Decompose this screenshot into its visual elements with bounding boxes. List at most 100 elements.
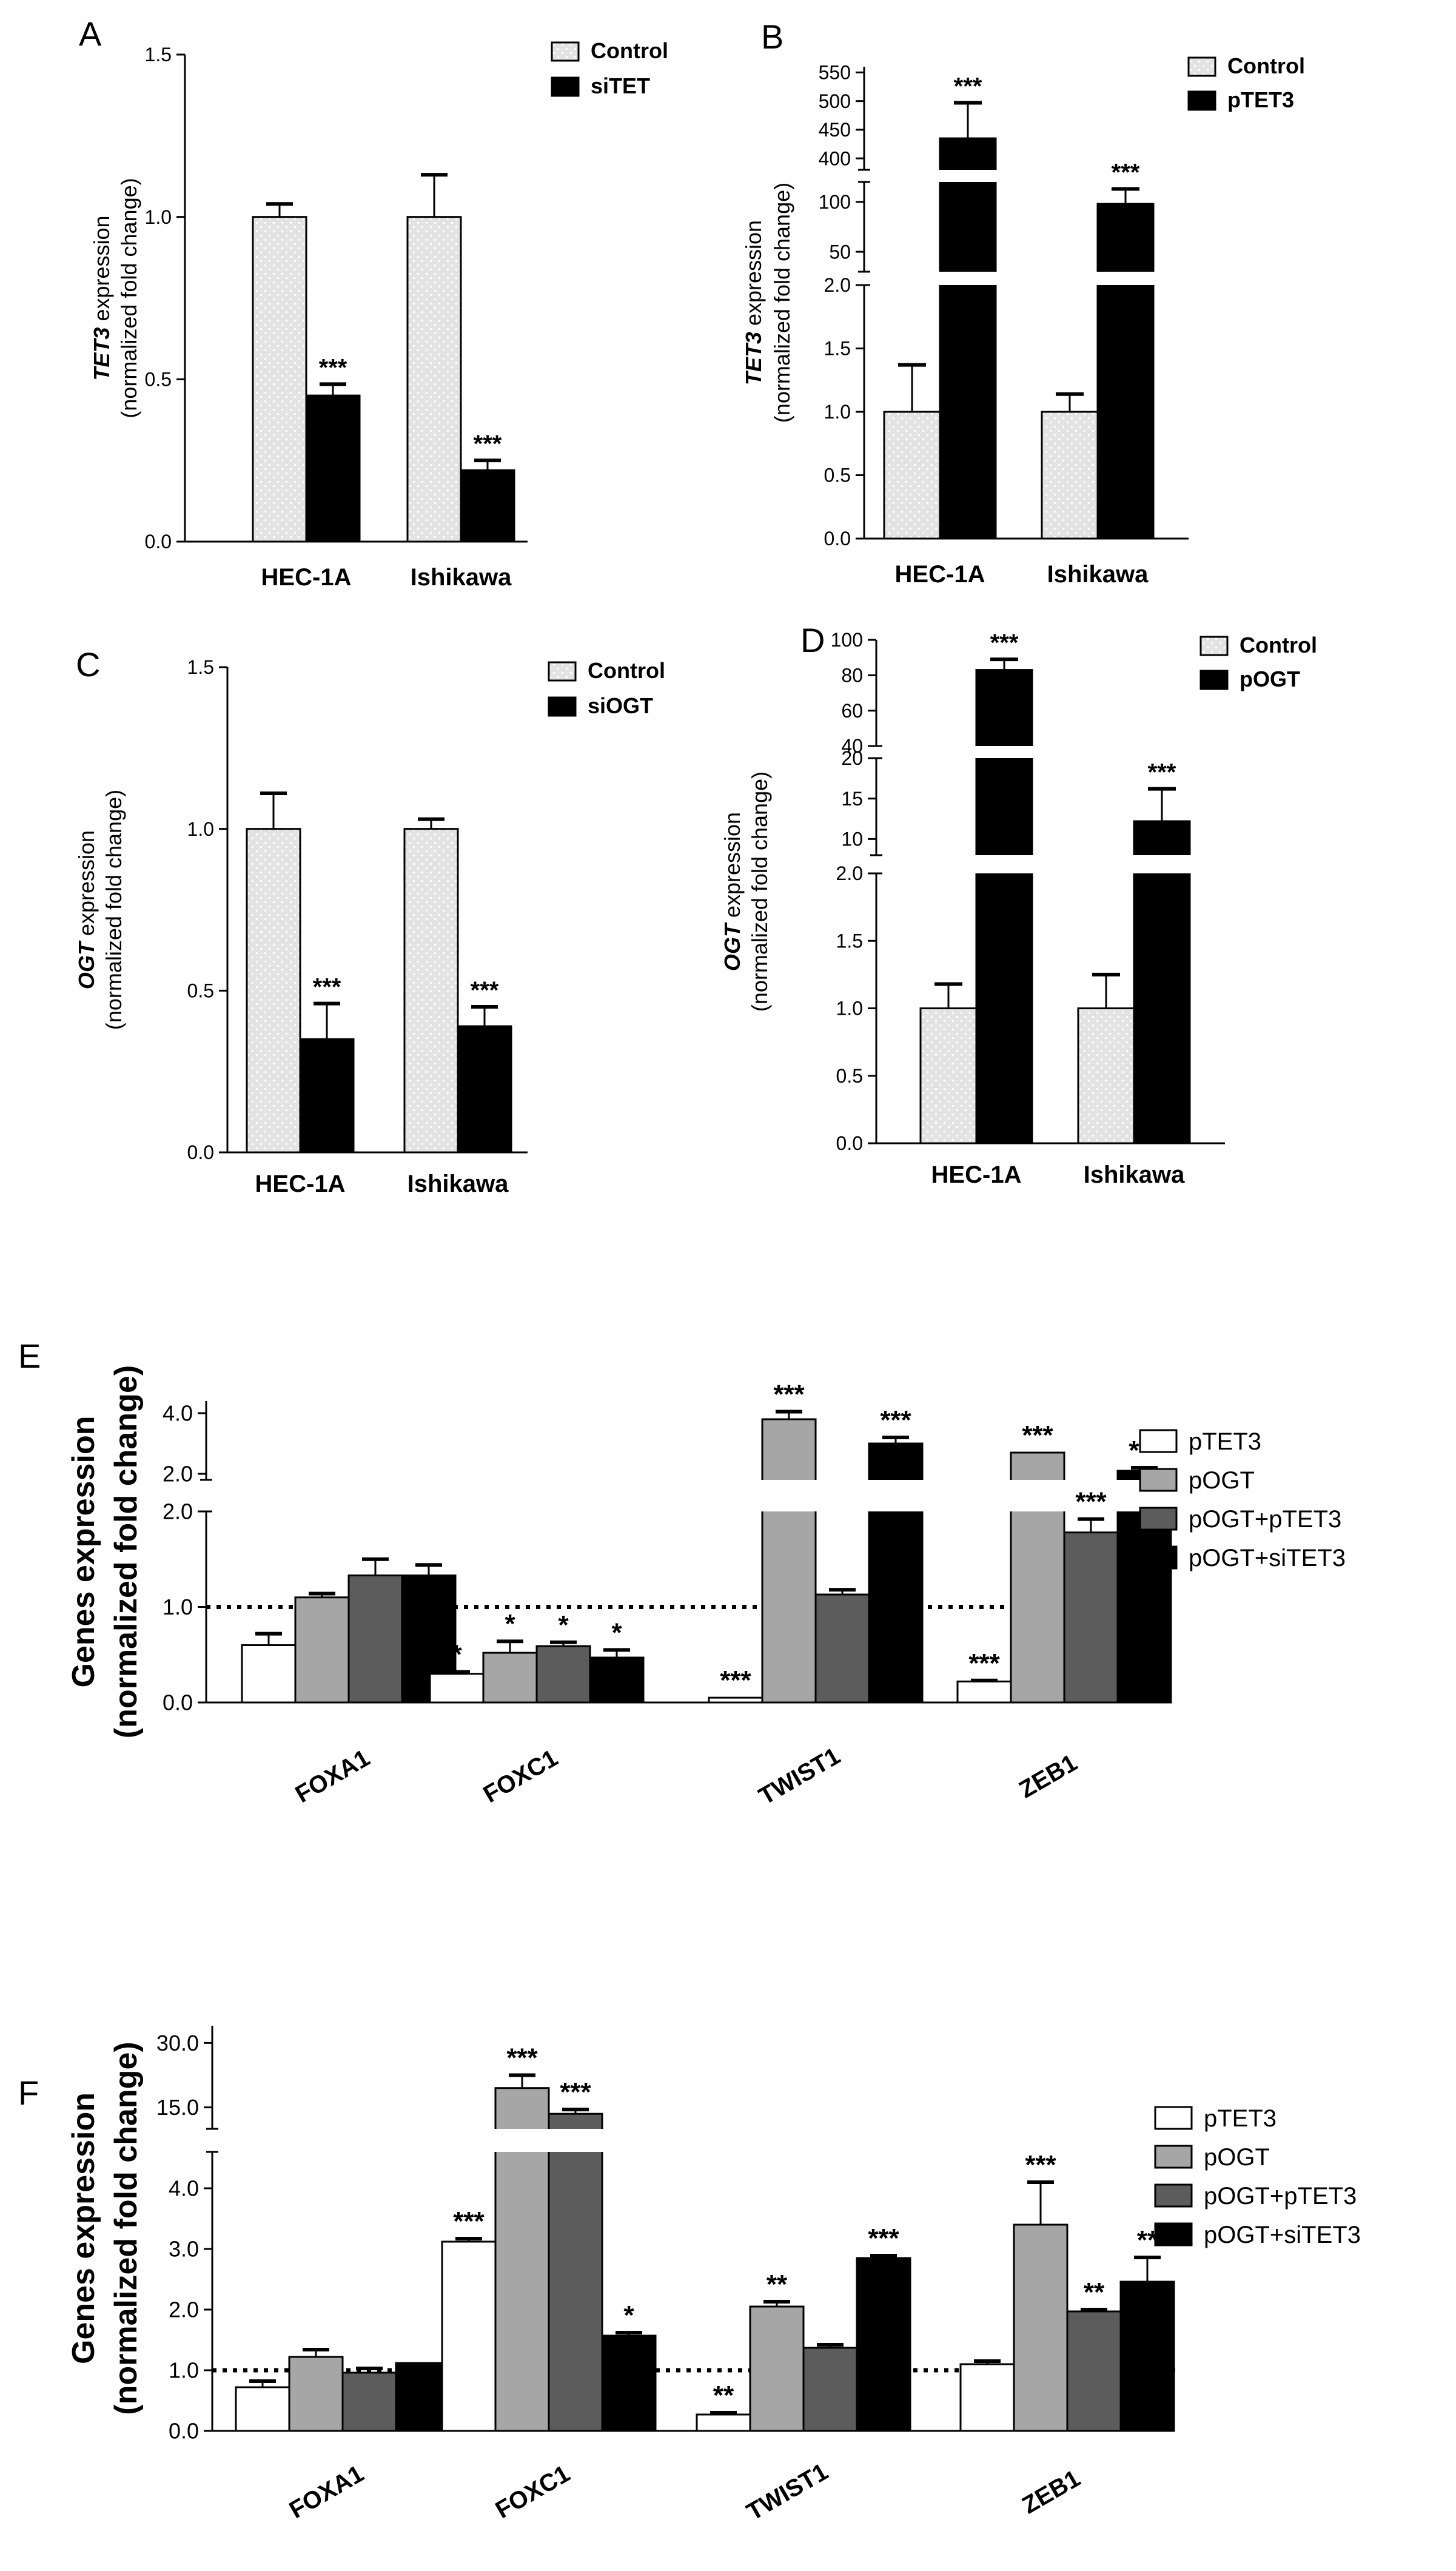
significance-label: * <box>451 1640 462 1670</box>
y-tick-label: 500 <box>819 90 851 112</box>
y-tick-label: 0.5 <box>836 1065 863 1087</box>
bar-break-gap <box>939 272 997 286</box>
bar <box>1119 2280 1175 2432</box>
bar <box>429 1673 485 1704</box>
x-tick-label: FOXA1 <box>291 1744 374 1808</box>
x-tick-label: HEC-1A <box>895 561 985 588</box>
bar <box>341 2371 397 2432</box>
y-tick-label: 1.0 <box>145 206 172 228</box>
y-axis-title: TET3 expression <box>89 215 114 380</box>
legend-label: pOGT <box>1189 1467 1255 1494</box>
bar <box>708 1696 763 1704</box>
significance-label: *** <box>453 2206 485 2236</box>
x-tick-label: TWIST1 <box>742 2458 833 2526</box>
y-tick-label: 100 <box>831 629 863 651</box>
y-tick-label: 550 <box>819 62 851 84</box>
bar <box>959 2363 1015 2432</box>
y-tick-label: 1.5 <box>145 44 172 66</box>
significance-label: *** <box>1075 1487 1107 1517</box>
bar <box>403 828 459 1154</box>
bar-break-gap <box>868 1480 924 1512</box>
legend-swatch <box>548 661 577 682</box>
bar <box>919 1007 978 1144</box>
y-axis-subtitle: (normalized fold change) <box>109 1365 144 1738</box>
y-tick-label: 0.5 <box>145 369 172 391</box>
bar-break-gap <box>975 746 1033 759</box>
y-tick-label: 0.0 <box>824 528 851 549</box>
panel-B: B 0.0 0.5 1.0 1.5 2.0 50 100 400 450 500 550 *** HEC-… <box>741 18 1305 588</box>
legend-swatch <box>1154 2106 1193 2130</box>
y-axis-gene: TET3 <box>89 328 114 381</box>
y-tick-label: 2.0 <box>169 2297 199 2322</box>
y-tick-label: 50 <box>829 241 851 263</box>
legend-swatch <box>551 41 580 62</box>
y-tick-label: 30.0 <box>156 2031 199 2055</box>
significance-label: ** <box>713 2381 734 2410</box>
bar <box>305 394 361 543</box>
significance-label: *** <box>319 354 347 381</box>
y-tick-label: 1.0 <box>163 1595 193 1619</box>
bar-break-gap <box>761 1480 817 1512</box>
bar <box>548 2112 603 2432</box>
bar <box>460 469 515 543</box>
legend-swatch <box>1187 90 1216 111</box>
bar <box>395 2362 451 2432</box>
panel-label: D <box>800 621 825 659</box>
y-tick-label: 1.5 <box>836 930 863 952</box>
y-axis-subtitle: (normalized fold change) <box>109 2042 144 2415</box>
x-tick-label: ZEB1 <box>1015 1749 1082 1803</box>
y-axis-rest: expression <box>89 215 114 327</box>
y-tick-label: 2.0 <box>163 1499 193 1524</box>
bar <box>1041 411 1099 540</box>
legend-swatch <box>1139 1429 1178 1453</box>
significance-label: *** <box>471 977 499 1004</box>
bar-break-gap <box>1010 1480 1065 1512</box>
bar <box>246 828 301 1154</box>
legend-label: pTET3 <box>1204 2105 1277 2132</box>
significance-label: *** <box>506 2043 538 2072</box>
bar <box>1066 2310 1122 2432</box>
panel-label: A <box>79 15 102 53</box>
y-tick-label: 0.5 <box>187 980 214 1002</box>
significance-label: *** <box>954 73 982 100</box>
bar <box>535 1645 591 1704</box>
legend-swatch <box>1139 1507 1178 1531</box>
legend-label: siOGT <box>588 693 653 718</box>
y-axis-rest: expression <box>720 812 745 924</box>
y-axis-gene: TET3 <box>741 332 766 385</box>
legend-label: pOGT+siTET3 <box>1204 2222 1361 2248</box>
y-axis-title: Genes expression <box>66 1416 101 1688</box>
legend-swatch <box>1154 2222 1193 2247</box>
bar-break-gap <box>975 855 1033 874</box>
x-tick-label: ZEB1 <box>1018 2465 1085 2519</box>
legend-swatch <box>1154 2145 1193 2169</box>
significance-label: * <box>558 1610 569 1640</box>
y-tick-label: 0.0 <box>187 1141 214 1163</box>
significance-label: ** <box>767 2270 788 2299</box>
legend-label: Control <box>1227 53 1305 78</box>
x-tick-label: FOXC1 <box>491 2460 574 2524</box>
y-axis-rest: expression <box>741 220 766 332</box>
y-tick-label: 2.0 <box>824 274 851 296</box>
significance-label: *** <box>880 1405 911 1435</box>
legend-label: pTET3 <box>1189 1428 1261 1455</box>
bar-break-gap <box>939 170 997 183</box>
bar <box>1096 203 1155 540</box>
y-tick-label: 10 <box>841 828 863 850</box>
legend-label: pTET3 <box>1227 87 1294 112</box>
panel-label: C <box>76 645 100 684</box>
y-tick-label: 0.0 <box>145 531 172 553</box>
x-tick-label: TWIST1 <box>754 1743 845 1810</box>
bar <box>241 1644 297 1704</box>
legend-swatch <box>1187 56 1216 77</box>
y-axis-title: OGT expression <box>720 812 745 971</box>
x-tick-label: FOXA1 <box>285 2460 368 2524</box>
bar-break-gap <box>548 2129 603 2153</box>
bar <box>457 1025 512 1154</box>
legend-swatch <box>1139 1545 1178 1570</box>
significance-label: *** <box>720 1665 751 1695</box>
y-tick-label: 450 <box>819 119 851 141</box>
bar <box>1133 820 1191 1144</box>
